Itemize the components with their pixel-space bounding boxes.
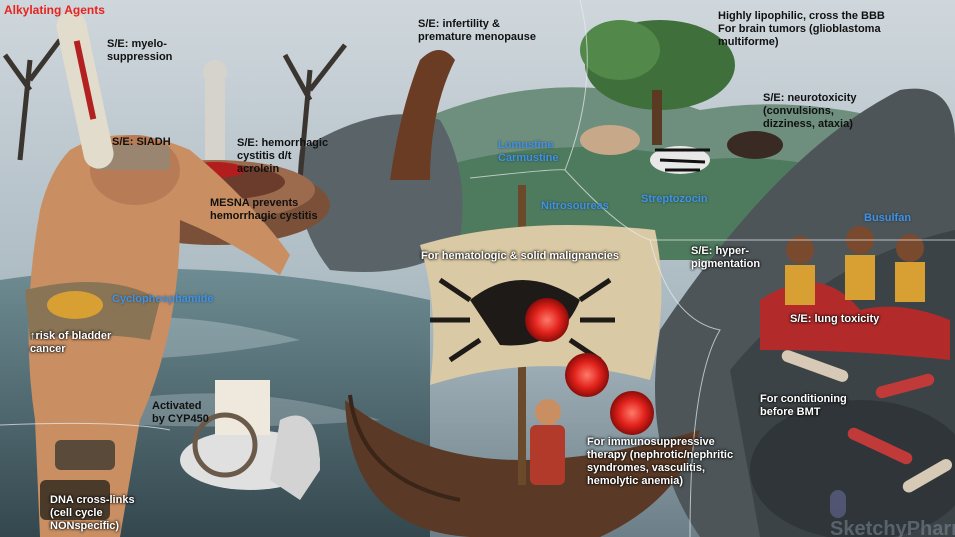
logo-pill-icon [830, 490, 846, 518]
logo-text: SketchyPharm [830, 518, 955, 537]
label-cyp450: Activated by CYP450 [152, 400, 209, 425]
sketchy-logo: SketchyPharm [830, 490, 955, 537]
label-siadh: S/E: SIADH [112, 136, 171, 148]
label-mesna: MESNA prevents hemorrhagic cystitis [210, 197, 318, 222]
label-bladder-cancer: ↑risk of bladder cancer [30, 330, 112, 355]
label-busulfan: Busulfan [864, 212, 912, 224]
label-lomustine-carmustine: Lomustine Carmustine [498, 139, 559, 164]
label-dna-crosslinks: DNA cross-links (cell cycle NONspecific) [50, 494, 135, 532]
label-conditioning-bmt: For conditioning before BMT [760, 393, 847, 418]
label-myelosuppression: S/E: myelo- suppression [107, 38, 173, 63]
label-hemorrhagic-cystitis: S/E: hemorrhagic cystitis d/t acrolein [237, 137, 329, 175]
label-immunosuppressive: For immunosuppressive therapy (nephrotic… [587, 436, 734, 487]
label-hyperpigmentation: S/E: hyper- pigmentation [691, 245, 761, 270]
label-lipophilic-bbb: Highly lipophilic, cross the BBB For bra… [718, 10, 885, 48]
label-hematologic-solid: For hematologic & solid malignancies [421, 250, 620, 262]
label-lung-toxicity: S/E: lung toxicity [790, 313, 880, 325]
label-nitrosoureas: Nitrosoureas [541, 200, 609, 212]
label-streptozocin: Streptozocin [641, 193, 708, 205]
page-title: Alkylating Agents [4, 3, 105, 17]
label-cyclophosphamide: Cyclophosphamide [112, 293, 214, 305]
label-neurotoxicity: S/E: neurotoxicity (convulsions, dizzine… [763, 92, 857, 130]
label-infertility: S/E: infertility & premature menopause [418, 18, 536, 43]
